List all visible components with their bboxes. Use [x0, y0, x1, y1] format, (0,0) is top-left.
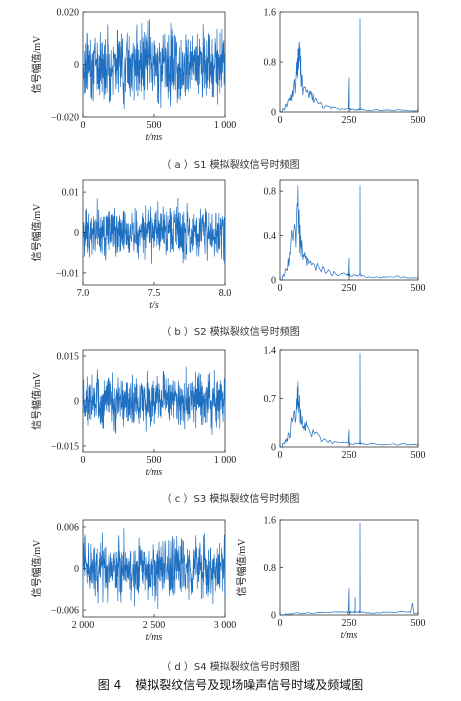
s4-freq-ytick-label: 0 [271, 611, 276, 622]
s2-freq-xtick-label: 250 [342, 283, 357, 294]
s1-time-ytick-label: 0.020 [57, 8, 80, 19]
s4-freq-ytick-label: 1.6 [264, 516, 277, 527]
s4-time-xtick-label: 2 000 [72, 620, 95, 631]
figure-caption: 图 4 模拟裂纹信号及现场噪声信号时域及频域图 [0, 676, 461, 693]
subcaption-d: （ d ）S4 模拟裂纹信号时频图 [161, 662, 300, 673]
s3-time-ytick-label: 0.015 [57, 352, 80, 363]
s2-time-ytick-label: −0.01 [56, 268, 79, 279]
s4-freq-signal-line [280, 522, 418, 616]
s4-time-signal-line [82, 528, 226, 609]
s1-time-xtick-label: 1 000 [214, 120, 237, 131]
s2-freq-ytick-label: 0 [271, 276, 276, 287]
s3-time-xtick-label: 500 [147, 455, 162, 466]
s4-freq-ytick-label: 0.8 [264, 563, 277, 574]
s2-time-xtick-label: 7.0 [77, 288, 90, 299]
s3-time-ytick-label: 0 [74, 397, 79, 408]
s3-freq-signal-line [280, 353, 419, 448]
s1-freq-signal-line [280, 18, 419, 113]
s3-freq-xtick-label: 0 [278, 450, 283, 461]
s3-time-xlabel: t/ms [146, 467, 163, 478]
s1-freq-xtick-label: 0 [278, 115, 283, 126]
figure-caption-text: 模拟裂纹信号及现场噪声信号时域及频域图 [135, 678, 364, 692]
s2-time-signal-line [82, 197, 226, 264]
s2-time-xtick-label: 8.0 [219, 288, 232, 299]
s2-freq-xtick-label: 500 [411, 283, 426, 294]
s1-time-xtick-label: 0 [81, 120, 86, 131]
s3-freq-xtick-label: 250 [342, 450, 357, 461]
s1-freq-ytick-label: 0 [271, 108, 276, 119]
s3-time-signal-line [82, 366, 226, 436]
s2-freq-signal-line [280, 185, 419, 281]
s1-freq-xtick-label: 500 [411, 115, 426, 126]
s1-freq-ytick-label: 0.8 [264, 58, 277, 69]
s2-freq-ytick-label: 0.4 [264, 231, 277, 242]
s1-freq-ytick-label: 1.6 [264, 8, 277, 19]
s3-freq-ytick-label: 1.4 [264, 346, 277, 357]
s4-time-ytick-label: 0 [74, 564, 79, 575]
subcaption-b: （ b ）S2 模拟裂纹信号时频图 [161, 327, 300, 338]
s1-time-signal-line [82, 19, 226, 110]
s1-time-ytick-label: −0.020 [51, 113, 79, 124]
s4-freq-xtick-label: 500 [411, 618, 426, 629]
s3-time-ytick-label: −0.015 [51, 442, 79, 453]
s4-freq-ylabel: 信号幅值/mV [235, 538, 248, 597]
s2-freq-xtick-label: 0 [278, 283, 283, 294]
s1-time-xlabel: t/ms [146, 132, 163, 143]
s3-freq-xtick-label: 500 [411, 450, 426, 461]
subcaption-a: （ a ）S1 模拟裂纹信号时频图 [161, 160, 300, 171]
s3-freq-ytick-label: 0.7 [264, 394, 277, 405]
s2-time-xlabel: t/s [149, 300, 159, 311]
s4-time-ylabel: 信号幅值/mV [30, 539, 43, 598]
s4-time-ytick-label: 0.006 [57, 522, 80, 533]
s3-freq-ytick-label: 0 [271, 443, 276, 454]
s2-time-xtick-label: 7.5 [148, 288, 161, 299]
s3-time-ylabel: 信号幅值/mV [30, 371, 43, 430]
s4-freq-xtick-label: 0 [278, 618, 283, 629]
subcaption-c: （ c ）S3 模拟裂纹信号时频图 [161, 494, 300, 505]
s4-time-xlabel: t/ms [146, 632, 163, 643]
s1-time-xtick-label: 500 [147, 120, 162, 131]
s4-time-xtick-label: 2 500 [143, 620, 166, 631]
s2-time-ytick-label: 0.01 [62, 188, 80, 199]
figure-number: 图 4 [97, 678, 122, 692]
s1-freq-xtick-label: 250 [342, 115, 357, 126]
s3-time-xtick-label: 1 000 [214, 455, 237, 466]
s2-time-ytick-label: 0 [74, 228, 79, 239]
s4-time-xtick-label: 3 000 [214, 620, 237, 631]
s2-freq-ytick-label: 0.8 [264, 187, 277, 198]
s4-time-ytick-label: −0.006 [51, 606, 79, 617]
s3-time-xtick-label: 0 [81, 455, 86, 466]
s1-time-ytick-label: 0 [74, 60, 79, 71]
s4-freq-xtick-label: 250 [342, 618, 357, 629]
s1-time-ylabel: 信号幅值/mV [30, 35, 43, 94]
s4-freq-xlabel: t/ms [341, 630, 358, 641]
s2-time-ylabel: 信号幅值/mV [30, 203, 43, 262]
